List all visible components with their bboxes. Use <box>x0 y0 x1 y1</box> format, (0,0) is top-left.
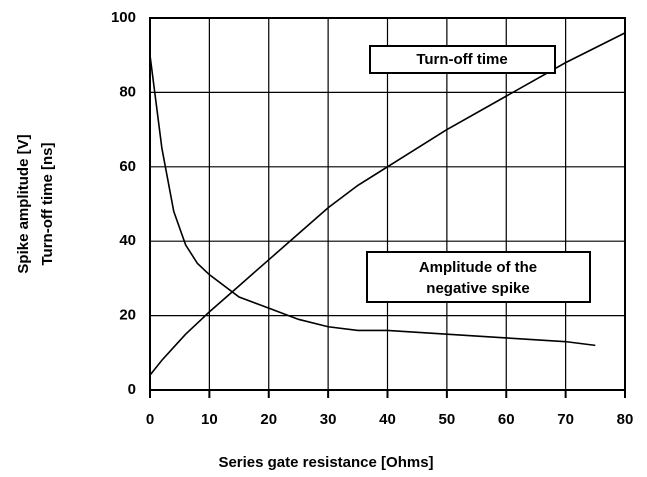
y-axis-label: Spike amplitude [V] <box>15 134 32 273</box>
y-tick-label: 100 <box>111 9 136 26</box>
x-tick-label: 0 <box>146 411 154 428</box>
annotation-box <box>369 45 556 74</box>
x-tick-label: 40 <box>379 411 396 428</box>
x-tick-label: 70 <box>557 411 574 428</box>
y-tick-label: 20 <box>119 307 136 324</box>
x-tick-label: 10 <box>201 411 218 428</box>
line-series <box>149 32 626 376</box>
y-tick-label: 40 <box>119 232 136 249</box>
x-tick-label: 20 <box>260 411 277 428</box>
plot-frame <box>149 17 626 391</box>
y-tick-label: 80 <box>119 83 136 100</box>
y-tick-label: 60 <box>119 158 136 175</box>
annotation: Amplitude of the <box>419 259 537 276</box>
x-tick-label: 60 <box>498 411 515 428</box>
y-tick-label: 0 <box>128 381 136 398</box>
annotation: negative spike <box>426 280 529 297</box>
y-axis-label: Turn-off time [ns] <box>39 142 56 265</box>
x-tick-label: 80 <box>617 411 634 428</box>
x-axis-label: Series gate resistance [Ohms] <box>218 454 433 471</box>
x-tick-label: 50 <box>439 411 456 428</box>
annotation: Turn-off time <box>416 51 507 68</box>
x-tick-label: 30 <box>320 411 337 428</box>
line-series <box>149 55 596 347</box>
annotation-box <box>366 251 591 303</box>
